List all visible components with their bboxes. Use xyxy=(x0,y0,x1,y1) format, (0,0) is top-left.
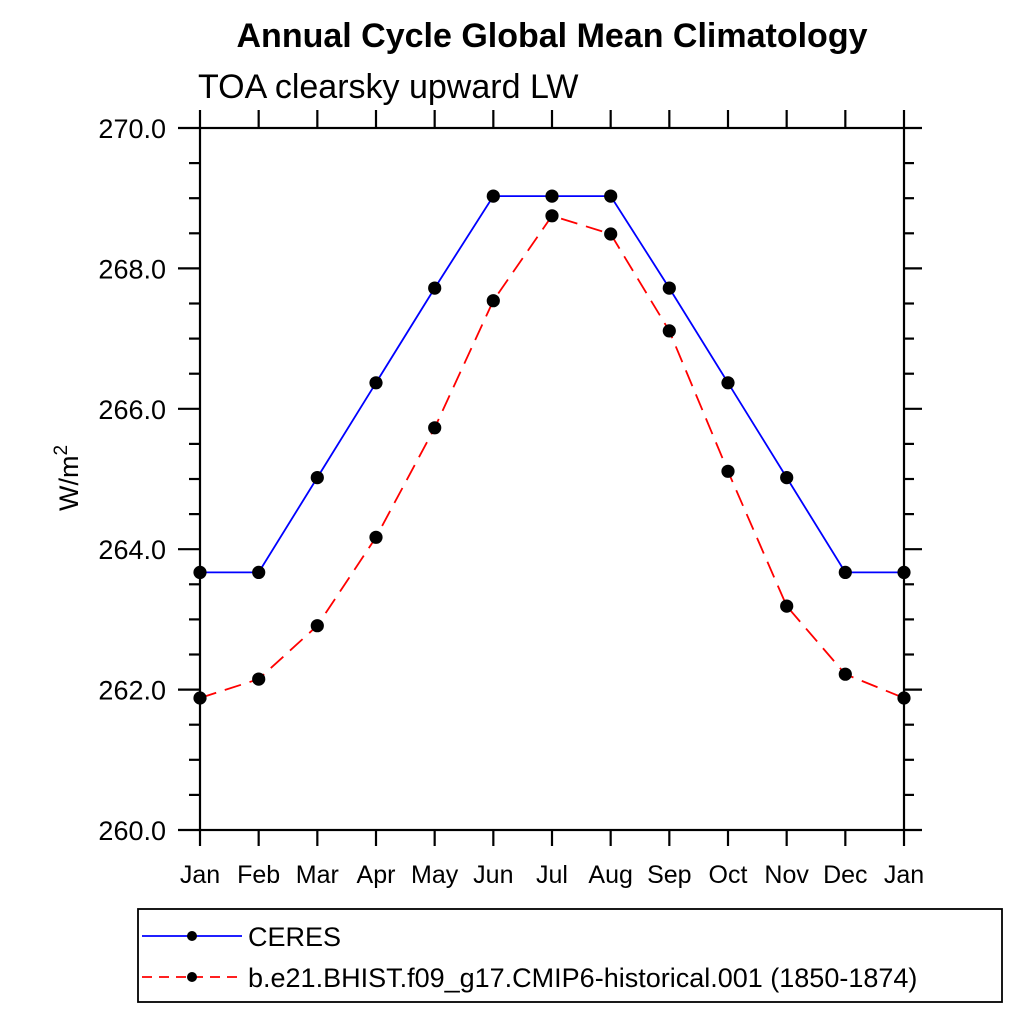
data-point-marker xyxy=(252,672,266,686)
x-tick-label: Dec xyxy=(823,861,867,889)
y-tick-label: 262.0 xyxy=(98,676,166,706)
data-point-marker xyxy=(369,530,383,544)
data-point-marker xyxy=(721,464,735,478)
y-tick-label: 270.0 xyxy=(98,114,166,144)
x-tick-label: Feb xyxy=(237,861,280,889)
data-point-marker xyxy=(838,667,852,681)
x-tick-label: Jul xyxy=(536,861,568,889)
series-line xyxy=(200,195,904,574)
x-tick-label: May xyxy=(411,861,459,889)
data-point-marker xyxy=(780,599,794,613)
y-axis-label: W/m2 xyxy=(51,445,84,511)
data-point-marker xyxy=(428,281,442,295)
y-tick-label: 260.0 xyxy=(98,816,166,846)
data-point-marker xyxy=(545,209,559,223)
chart-subtitle: TOA clearsky upward LW xyxy=(198,68,578,106)
legend-label-ceres: CERES xyxy=(248,922,341,952)
x-tick-label: Jan xyxy=(180,861,220,889)
legend-marker-model xyxy=(187,972,197,982)
data-point-marker xyxy=(310,619,324,633)
data-point-marker xyxy=(604,227,618,241)
data-point-marker xyxy=(780,471,794,485)
data-point-marker xyxy=(662,324,676,338)
plot-frame xyxy=(198,126,906,832)
x-tick-label: Mar xyxy=(296,861,339,889)
series-ceres xyxy=(193,189,911,580)
series-line xyxy=(199,214,905,699)
x-tick-label: Apr xyxy=(357,861,396,889)
y-tick-label: 268.0 xyxy=(98,254,166,284)
axes: Jan Feb Mar Apr May Jun Jul Aug Sep Oct Nov Dec Jan 2… xyxy=(98,110,924,889)
x-tick-label: Sep xyxy=(647,861,691,889)
legend-box xyxy=(137,908,1003,1003)
data-point-marker xyxy=(721,376,735,390)
y-tick-label: 266.0 xyxy=(98,395,166,425)
plot-series xyxy=(193,189,911,705)
data-point-marker xyxy=(193,691,207,705)
x-tick-label: Nov xyxy=(764,861,809,889)
legend-marker-ceres xyxy=(187,931,197,941)
legend-label-model: b.e21.BHIST.f09_g17.CMIP6-historical.001… xyxy=(248,963,917,993)
data-point-marker xyxy=(310,471,324,485)
data-point-marker xyxy=(252,565,266,580)
data-point-marker xyxy=(897,565,911,580)
x-tick-label: Aug xyxy=(588,861,632,889)
y-tick-label: 264.0 xyxy=(98,535,166,565)
x-tick-label: Jan xyxy=(884,861,924,889)
data-point-marker xyxy=(369,376,383,390)
data-point-marker xyxy=(662,281,676,295)
legend: CERES b.e21.BHIST.f09_g17.CMIP6-historic… xyxy=(137,908,1003,1003)
chart-title: Annual Cycle Global Mean Climatology xyxy=(237,17,868,55)
data-point-marker xyxy=(486,189,500,203)
x-tick-label: Oct xyxy=(709,861,748,889)
data-point-marker xyxy=(486,294,500,308)
data-point-marker xyxy=(428,421,442,435)
data-point-marker xyxy=(838,565,852,580)
data-point-marker xyxy=(545,189,559,203)
x-tick-label: Jun xyxy=(473,861,513,889)
data-point-marker xyxy=(604,189,618,203)
data-point-marker xyxy=(897,691,911,705)
data-point-marker xyxy=(193,565,207,580)
series-model xyxy=(193,209,911,705)
